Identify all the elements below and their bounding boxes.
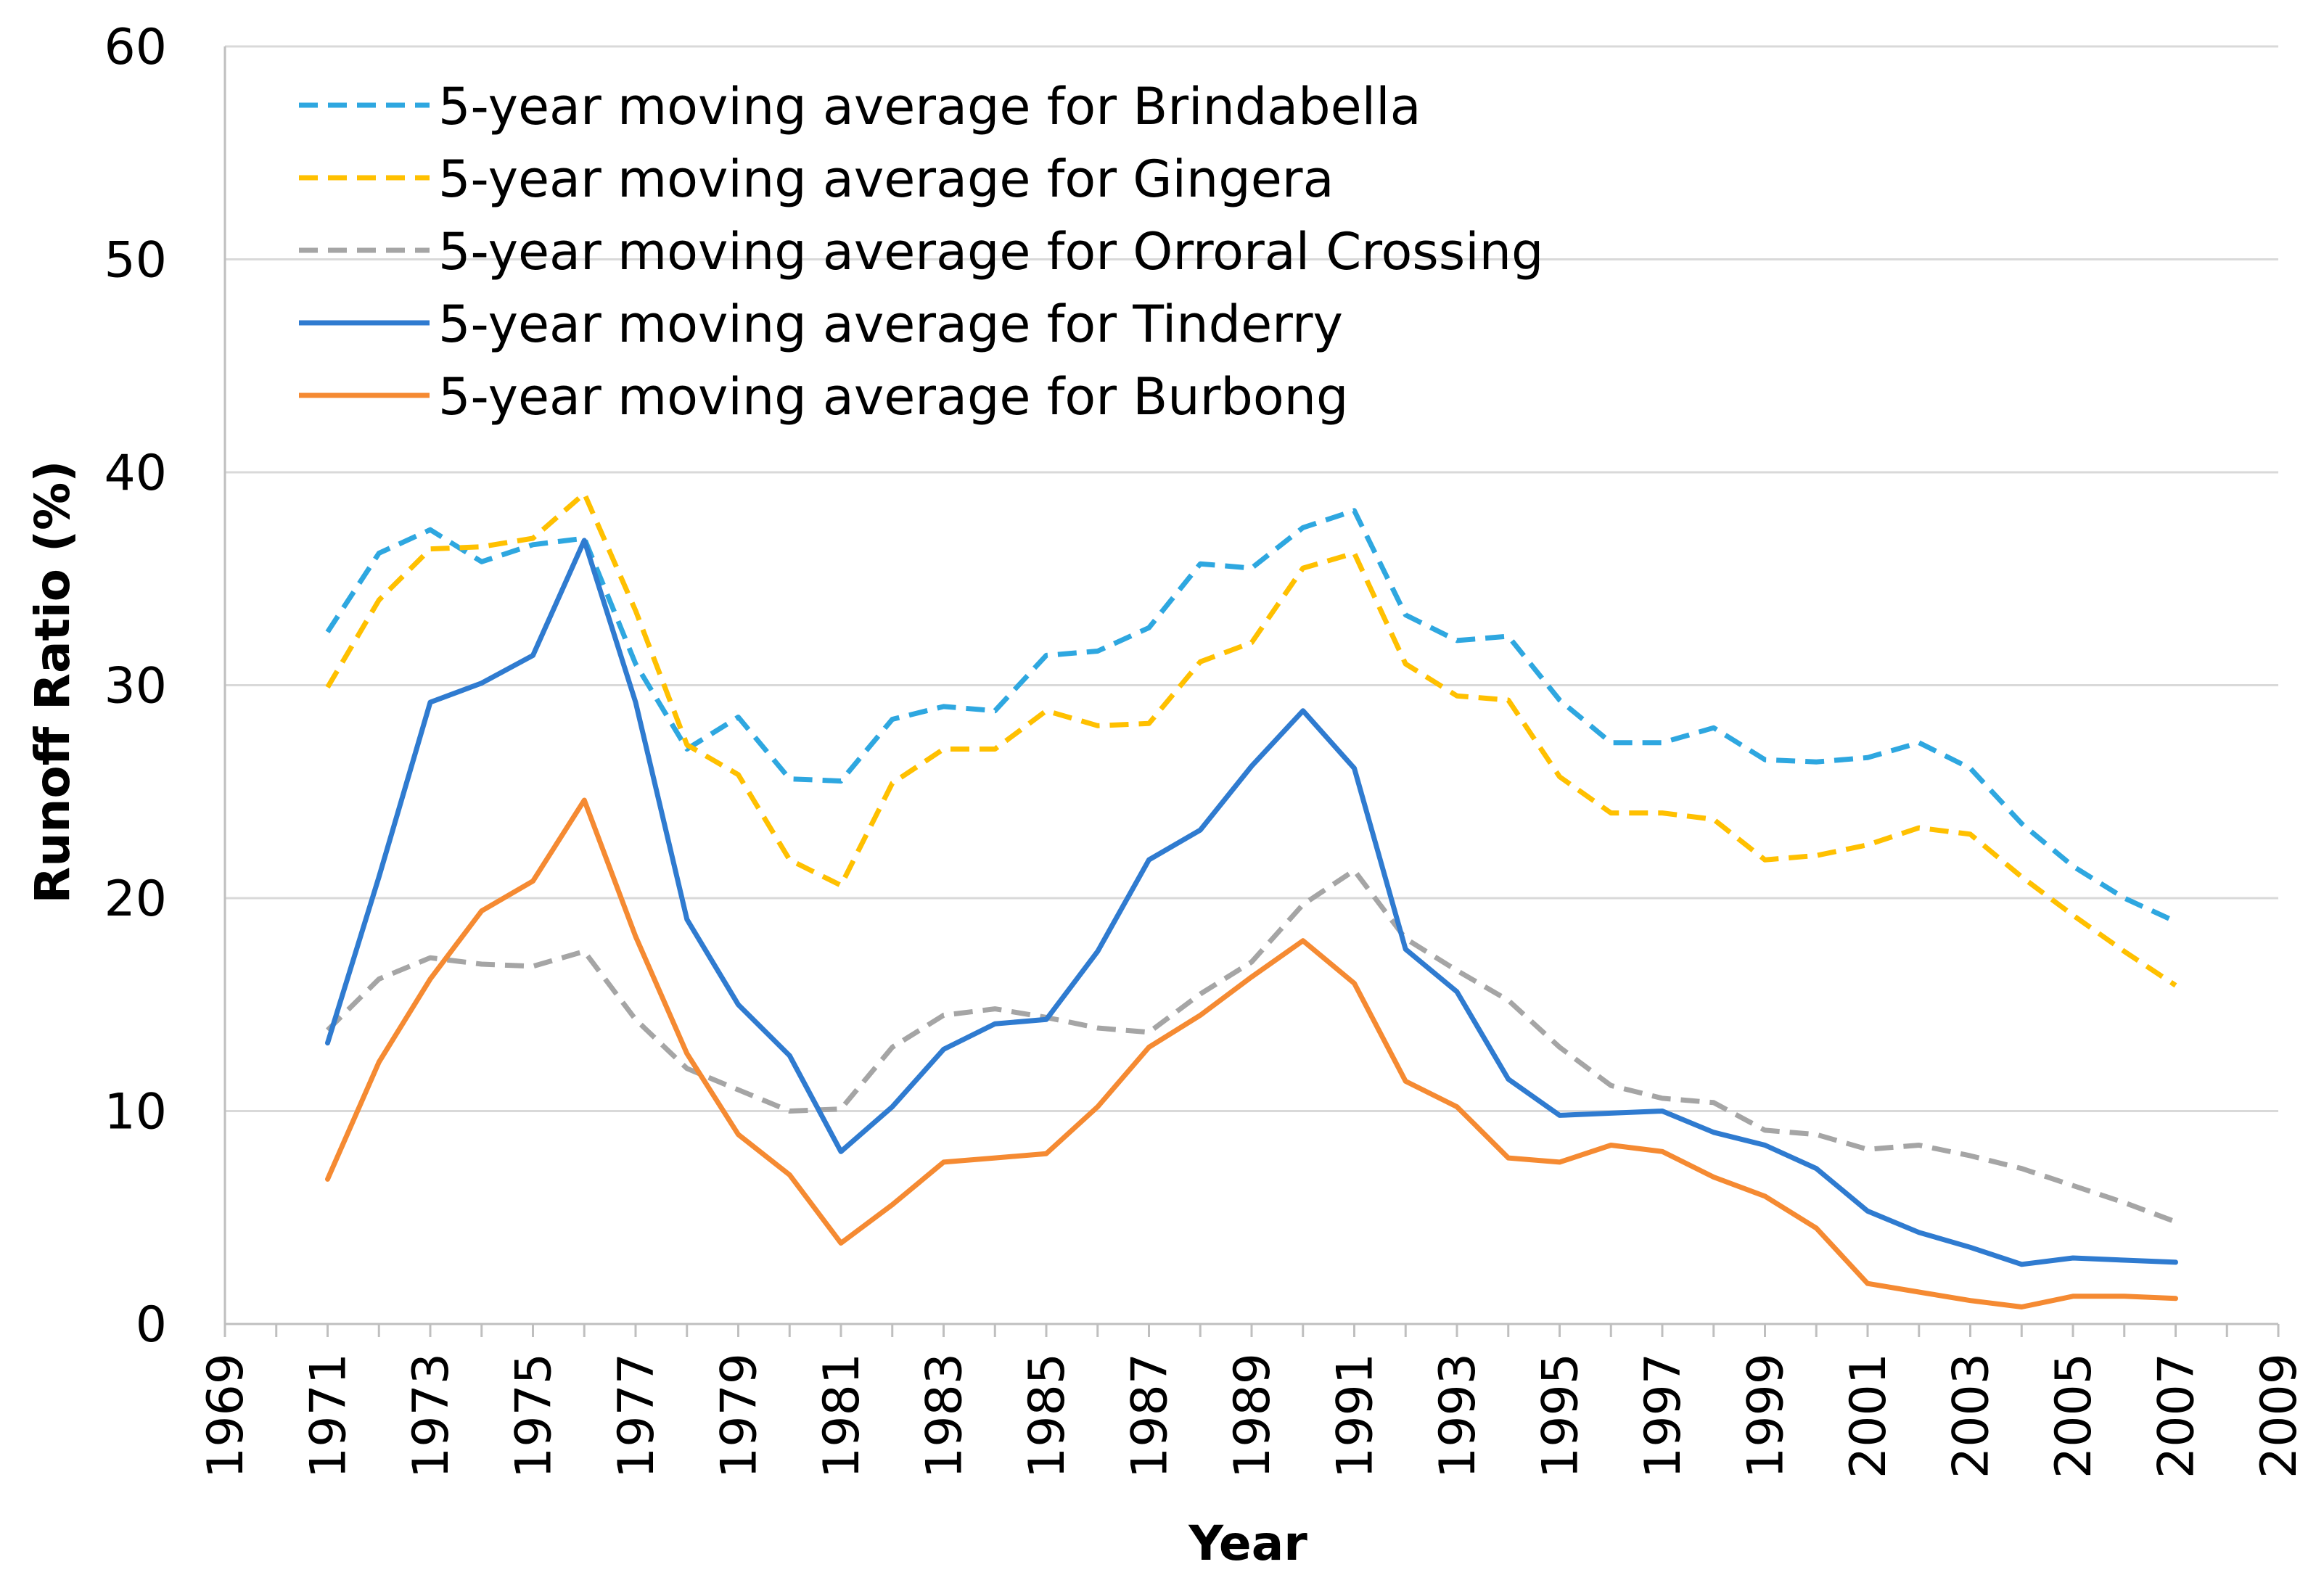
x-tick-label: 1997: [1635, 1353, 1692, 1479]
x-tick-label: 1969: [197, 1353, 255, 1479]
x-axis-title: Year: [1188, 1516, 1307, 1571]
x-tick-label: 1983: [916, 1353, 974, 1479]
x-tick-label: 1971: [300, 1353, 358, 1479]
x-tick-label: 1989: [1224, 1353, 1281, 1479]
gridlines: [225, 45, 2278, 1112]
series-lines: [325, 490, 2178, 1309]
x-tick-label: 1981: [813, 1353, 871, 1479]
x-tick-label: 2003: [1943, 1353, 2000, 1479]
legend-label-2: 5-year moving average for Gingera: [438, 149, 1334, 209]
x-tick-label: 1975: [506, 1353, 563, 1479]
series-line-2: [325, 490, 2177, 988]
legend-label-4: 5-year moving average for Tinderry: [438, 295, 1343, 354]
x-tick-label: 1999: [1738, 1353, 1795, 1479]
y-axis-title: Runoff Ratio (%): [25, 461, 81, 904]
series-line-5: [325, 797, 2178, 1309]
y-tick-label: 60: [104, 19, 167, 76]
legend-label-3: 5-year moving average for Orroral Crossi…: [438, 222, 1543, 281]
legend-label-1: 5-year moving average for Brindabella: [438, 77, 1421, 136]
series-line-4: [325, 538, 2178, 1267]
x-tick-label: 1979: [711, 1353, 768, 1479]
x-tick-label: 1993: [1429, 1353, 1487, 1479]
x-tick-label: 2009: [2251, 1353, 2308, 1479]
y-tick-label: 0: [136, 1296, 167, 1354]
x-tick-label: 2007: [2148, 1353, 2206, 1479]
y-tick-label: 50: [104, 232, 167, 289]
x-tick-label: 1973: [403, 1353, 460, 1479]
series-line-1: [325, 508, 2177, 924]
y-tick-label: 30: [104, 658, 167, 715]
y-tick-label: 20: [104, 871, 167, 928]
y-tick-label: 10: [104, 1084, 167, 1141]
x-tick-label: 1985: [1019, 1353, 1076, 1479]
axes: 0 10 20 30 40 50 60 1969 1971 1973 1975 1977 1979 198…: [104, 19, 2308, 1479]
legend-label-5: 5-year moving average for Burbong: [438, 367, 1348, 427]
x-tick-label: 2005: [2045, 1353, 2103, 1479]
x-tick-label: 2001: [1840, 1353, 1897, 1479]
x-tick-label: 1987: [1122, 1353, 1179, 1479]
series-line-3: [326, 868, 2177, 1225]
legend: 5-year moving average for Brindabella 5-y…: [299, 77, 1543, 427]
x-tick-label: 1995: [1532, 1353, 1590, 1479]
y-tick-label: 40: [104, 445, 167, 502]
x-tick-label: 1977: [608, 1353, 665, 1479]
x-tick-label: 1991: [1327, 1353, 1384, 1479]
